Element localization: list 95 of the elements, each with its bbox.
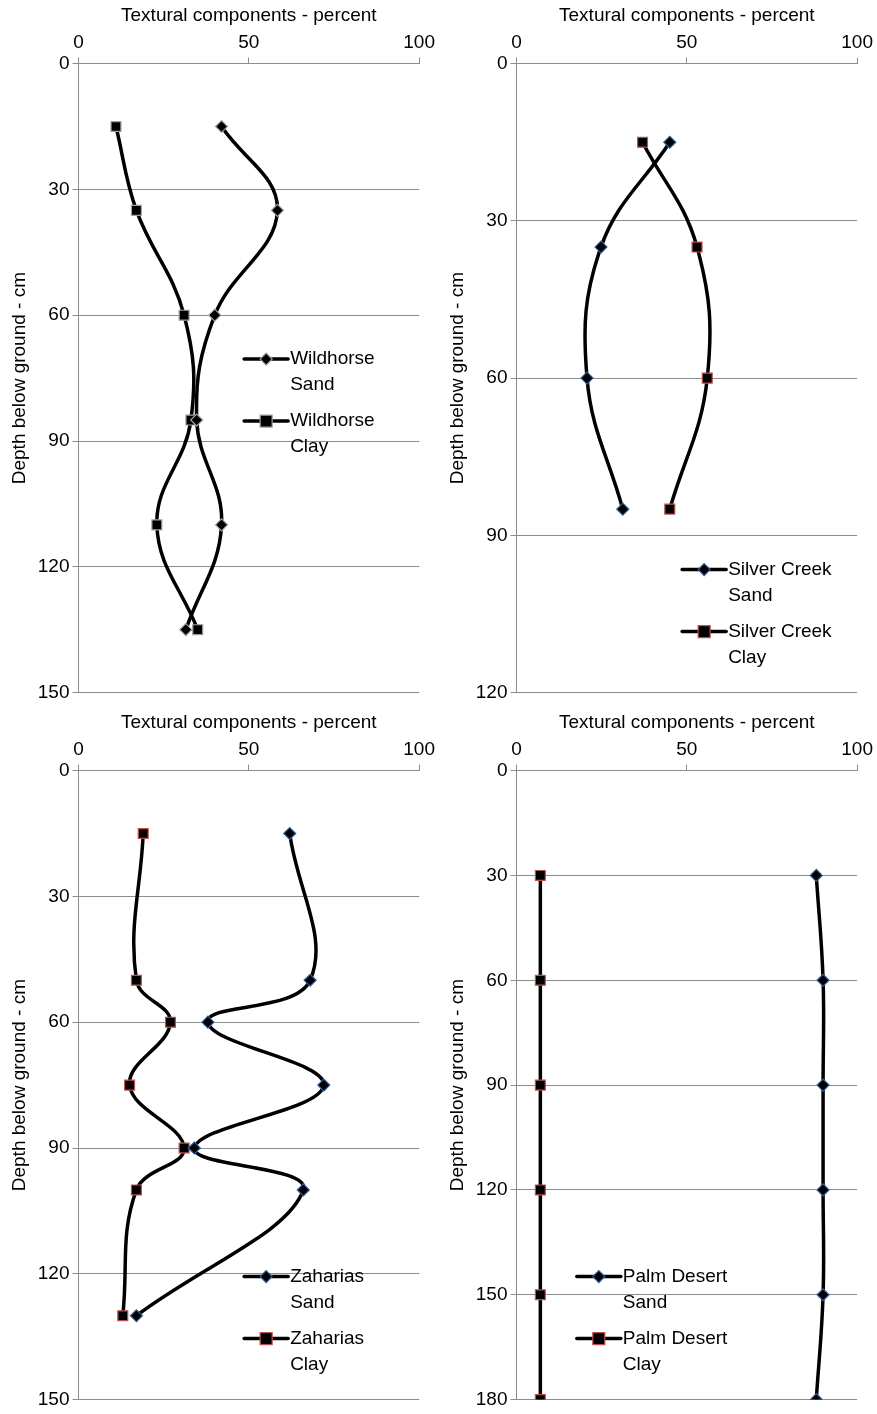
point xyxy=(816,1183,830,1197)
point xyxy=(816,1288,830,1302)
y-tick-label: 30 xyxy=(486,209,508,231)
legend-label: Wildhorse Sand xyxy=(290,347,375,395)
y-tick-label: 150 xyxy=(475,1283,508,1304)
y-axis-title: Depth below ground - cm xyxy=(7,271,29,485)
point xyxy=(117,1310,129,1322)
point xyxy=(580,371,594,385)
y-tick-label: 90 xyxy=(486,1073,508,1095)
y-axis-title: Depth below ground - cm xyxy=(445,978,467,1192)
y-tick-label: 180 xyxy=(475,1387,508,1409)
point xyxy=(164,1016,177,1028)
point xyxy=(187,1141,201,1155)
y-tick-label: 60 xyxy=(486,366,508,388)
point xyxy=(192,624,204,636)
point xyxy=(816,973,830,987)
point xyxy=(664,503,676,515)
point xyxy=(303,973,317,987)
legend-label: Palm Desert Sand xyxy=(622,1264,729,1312)
legend-label: Silver Creek Clay xyxy=(728,619,833,667)
point xyxy=(179,623,193,637)
y-tick-label: 30 xyxy=(486,863,508,885)
point xyxy=(534,1289,546,1301)
legend-label: Silver Creek Sand xyxy=(728,557,833,605)
point xyxy=(809,868,823,883)
y-tick-label: 30 xyxy=(48,177,70,199)
point xyxy=(110,120,122,133)
y-tick-label: 60 xyxy=(48,303,70,325)
point xyxy=(534,1079,546,1091)
point xyxy=(178,1142,190,1154)
point xyxy=(594,240,608,254)
y-tick-label: 0 xyxy=(58,51,70,73)
point xyxy=(201,1015,215,1029)
y-tick-label: 0 xyxy=(58,758,70,780)
point xyxy=(616,502,630,516)
x-tick-label: 0 xyxy=(73,31,84,53)
x-tick-label: 50 xyxy=(238,31,260,53)
point xyxy=(701,372,713,384)
point xyxy=(214,518,229,532)
x-tick-label: 100 xyxy=(841,31,873,53)
y-tick-label: 90 xyxy=(48,1136,70,1158)
point xyxy=(534,1184,546,1196)
point xyxy=(208,308,222,322)
y-tick-label: 60 xyxy=(486,968,508,990)
point xyxy=(129,1309,144,1323)
y-tick-label: 90 xyxy=(48,429,70,451)
y-tick-label: 30 xyxy=(48,884,70,906)
point xyxy=(636,136,649,148)
y-tick-label: 90 xyxy=(486,523,508,545)
point xyxy=(663,135,677,149)
point xyxy=(296,1183,310,1197)
y-axis-title: Depth below ground - cm xyxy=(7,978,29,1192)
x-axis-title: Textural components - percent xyxy=(121,710,378,732)
point xyxy=(270,203,285,217)
point xyxy=(534,974,546,986)
x-tick-label: 0 xyxy=(73,738,84,760)
y-tick-label: 0 xyxy=(496,758,508,780)
point xyxy=(130,204,142,216)
legend-label: Zaharias Sand xyxy=(290,1264,365,1312)
y-axis-title: Depth below ground - cm xyxy=(445,271,467,485)
x-axis-title: Textural components - percent xyxy=(121,3,378,25)
point xyxy=(130,1184,142,1196)
point xyxy=(283,826,297,841)
x-axis-title: Textural components - percent xyxy=(559,710,816,732)
x-tick-label: 0 xyxy=(511,738,522,760)
point xyxy=(124,1079,136,1091)
y-tick-label: 150 xyxy=(37,680,70,702)
point xyxy=(317,1078,331,1092)
x-tick-label: 50 xyxy=(676,31,698,53)
y-tick-label: 120 xyxy=(475,1178,508,1200)
x-axis-title: Textural components - percent xyxy=(559,3,816,25)
y-tick-label: 150 xyxy=(37,1387,70,1409)
point xyxy=(214,119,229,134)
y-tick-label: 0 xyxy=(496,51,508,73)
x-tick-label: 100 xyxy=(841,738,873,760)
point xyxy=(534,869,546,881)
x-tick-label: 50 xyxy=(238,738,260,760)
point xyxy=(151,519,163,531)
y-tick-label: 60 xyxy=(48,1010,70,1032)
legend-label: Palm Desert Clay xyxy=(622,1326,729,1374)
x-tick-label: 100 xyxy=(403,31,435,53)
point xyxy=(190,413,204,427)
point xyxy=(816,1078,830,1092)
x-tick-label: 0 xyxy=(511,31,522,53)
x-tick-label: 50 xyxy=(676,738,698,760)
legend-label: Zaharias Clay xyxy=(290,1326,365,1374)
legend-label: Wildhorse Clay xyxy=(290,409,375,457)
point xyxy=(130,974,142,986)
point xyxy=(178,309,190,321)
point xyxy=(137,827,149,840)
x-tick-label: 100 xyxy=(403,738,435,760)
y-tick-label: 120 xyxy=(37,555,70,577)
y-tick-label: 120 xyxy=(37,1262,70,1284)
y-tick-label: 120 xyxy=(475,680,508,702)
point xyxy=(691,241,703,253)
